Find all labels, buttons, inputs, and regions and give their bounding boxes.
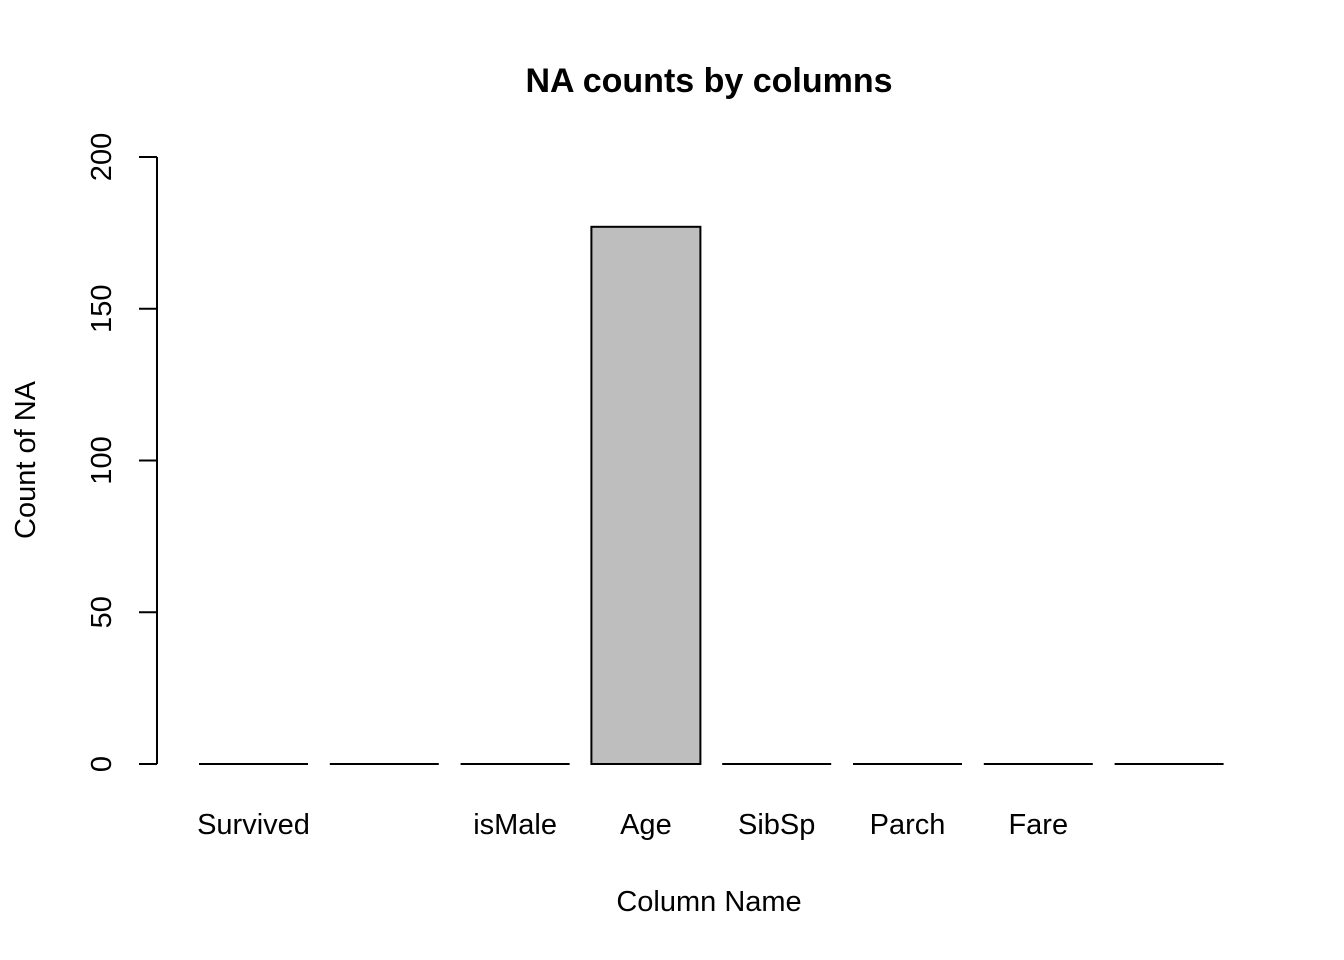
y-tick-label: 150	[86, 285, 118, 333]
y-tick-label: 200	[86, 133, 118, 181]
category-labels: Survived isMale Age SibSp Parch Fare	[197, 809, 1068, 841]
bars	[199, 225, 1224, 765]
y-axis-label: Count of NA	[10, 380, 42, 539]
x-category-label: Age	[620, 809, 672, 841]
x-category-label: SibSp	[738, 809, 815, 841]
chart-title: NA counts by columns	[525, 62, 892, 100]
y-axis-ticks: 0 50 100 150 200	[86, 133, 157, 772]
x-category-label: Survived	[197, 809, 310, 841]
x-category-label: Parch	[870, 809, 946, 841]
x-category-label: isMale	[473, 809, 557, 841]
x-category-label: Fare	[1008, 809, 1068, 841]
y-tick-label: 50	[86, 596, 118, 628]
y-tick-label: 0	[86, 756, 118, 772]
bar	[590, 225, 702, 765]
y-tick-label: 100	[86, 436, 118, 484]
x-axis-label: Column Name	[616, 886, 801, 918]
